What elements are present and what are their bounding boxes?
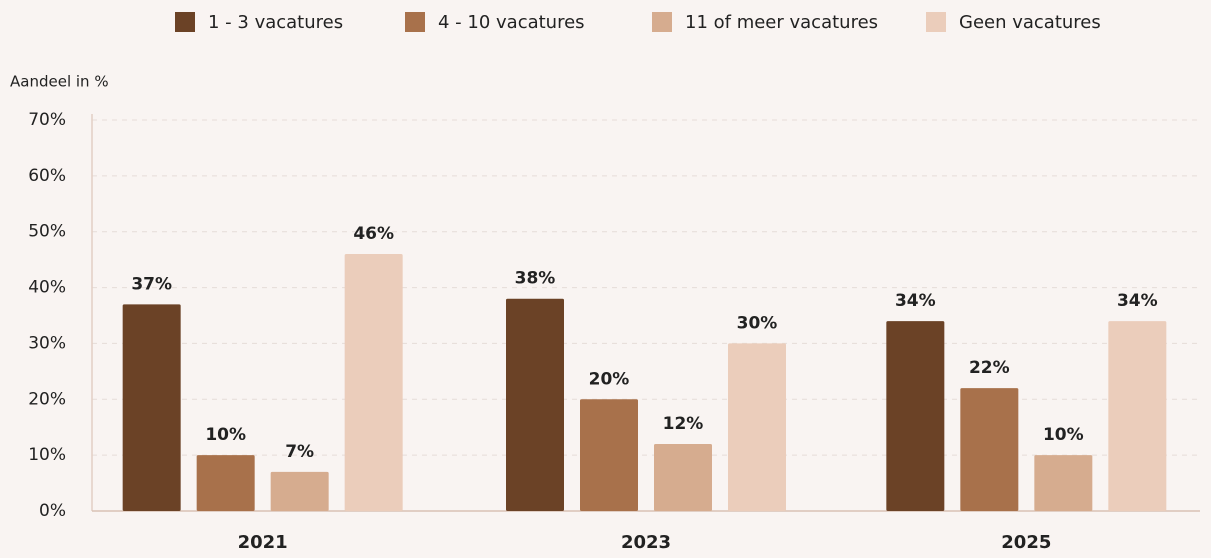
x-tick-label: 2025 [1001, 532, 1051, 553]
value-label: 22% [969, 358, 1010, 378]
y-tick-label: 60% [28, 166, 66, 186]
x-tick-label: 2023 [621, 532, 671, 553]
legend-label: 4 - 10 vacatures [438, 12, 585, 33]
y-tick-label: 50% [28, 222, 66, 242]
y-tick-label: 40% [28, 278, 66, 298]
bar [960, 388, 1019, 511]
value-label: 12% [663, 414, 704, 434]
bar [1034, 455, 1093, 511]
legend-label: 11 of meer vacatures [685, 12, 878, 33]
legend-label: Geen vacatures [959, 12, 1101, 33]
y-tick-label: 20% [28, 389, 66, 409]
legend-swatch [652, 12, 672, 32]
y-tick-label: 10% [28, 445, 66, 465]
value-label: 30% [737, 313, 778, 333]
y-axis-label: Aandeel in % [10, 73, 109, 91]
bar [654, 443, 712, 511]
x-tick-label: 2021 [238, 532, 288, 553]
value-label: 38% [515, 269, 556, 289]
legend-swatch [175, 12, 195, 32]
bar [728, 343, 786, 511]
value-label: 20% [589, 369, 630, 389]
bar [122, 304, 181, 511]
bar [1108, 321, 1167, 511]
value-label: 46% [353, 224, 394, 244]
legend-label: 1 - 3 vacatures [208, 12, 343, 33]
y-tick-label: 70% [28, 110, 66, 130]
value-label: 10% [205, 425, 246, 445]
value-label: 10% [1043, 425, 1084, 445]
bar [344, 254, 403, 512]
bar [270, 471, 329, 511]
bar [886, 321, 945, 511]
value-label: 37% [131, 274, 172, 294]
y-tick-label: 30% [28, 333, 66, 353]
legend-swatch [926, 12, 946, 32]
bar [196, 455, 255, 511]
bar [506, 298, 564, 511]
bar [580, 399, 638, 511]
value-label: 34% [895, 291, 936, 311]
legend-swatch [405, 12, 425, 32]
y-tick-label: 0% [39, 501, 66, 521]
value-label: 34% [1117, 291, 1158, 311]
value-label: 7% [285, 442, 314, 462]
